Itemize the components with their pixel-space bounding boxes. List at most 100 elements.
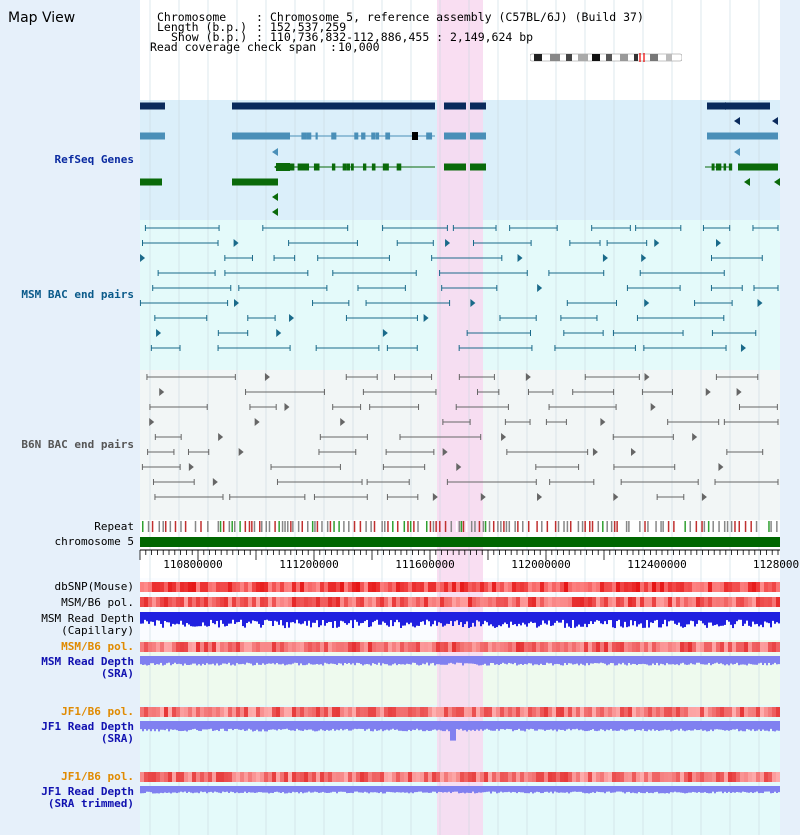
depth-bar (234, 656, 236, 666)
depth-bar (228, 786, 230, 793)
track-label-msm-bac[interactable]: MSM BAC end pairs (21, 288, 134, 301)
heat-cell (352, 772, 356, 782)
depth-bar (528, 612, 530, 624)
depth-bar (546, 656, 548, 663)
track-label-jf1-depth-trimmed[interactable]: JF1 Read Depth (SRA trimmed) (41, 785, 134, 810)
heat-cell (624, 582, 628, 592)
depth-bar (286, 656, 288, 665)
heat-cell (696, 707, 700, 717)
heat-cell (216, 707, 220, 717)
depth-bar (274, 656, 276, 665)
depth-bar (400, 721, 402, 731)
heat-cell (472, 642, 476, 652)
depth-bar (184, 656, 186, 664)
track-label-msm-b6-pol-1[interactable]: MSM/B6 pol. (61, 596, 134, 609)
depth-bar (252, 612, 254, 621)
chromosome-ideogram[interactable] (530, 53, 682, 62)
track-label-msm-depth-capillary[interactable]: MSM Read Depth (Capillary) (41, 612, 134, 637)
heat-cell (448, 642, 452, 652)
heat-cell (752, 582, 756, 592)
repeat-mark (660, 521, 662, 532)
depth-bar (736, 721, 738, 729)
track-label-dbsnp[interactable]: dbSNP(Mouse) (54, 580, 134, 593)
track-label-jf1-depth-sra[interactable]: JF1 Read Depth (SRA) (41, 720, 134, 745)
heat-cell (704, 772, 708, 782)
depth-bar (728, 786, 730, 792)
depth-bar (614, 786, 616, 793)
heat-cell (200, 642, 204, 652)
heat-cell (700, 772, 704, 782)
depth-bar (430, 612, 432, 627)
depth-bar (642, 612, 644, 628)
depth-bar (706, 721, 708, 732)
heat-cell (524, 707, 528, 717)
depth-bar (584, 721, 586, 732)
track-label-msm-depth-sra[interactable]: MSM Read Depth (SRA) (41, 655, 134, 680)
heat-cell (236, 597, 240, 607)
heat-cell (608, 772, 612, 782)
heat-cell (608, 707, 612, 717)
heat-cell (652, 642, 656, 652)
heat-cell (448, 597, 452, 607)
depth-bar (716, 612, 718, 625)
depth-bar (226, 786, 228, 792)
track-label-refseq[interactable]: RefSeq Genes (54, 153, 134, 166)
heat-cell (608, 582, 612, 592)
heat-cell (424, 582, 428, 592)
depth-bar (544, 612, 546, 624)
depth-bar (464, 786, 466, 794)
repeat-mark (695, 521, 698, 532)
depth-bar (584, 656, 586, 666)
heat-cell (656, 707, 660, 717)
depth-bar (234, 786, 236, 794)
heat-cell (388, 772, 392, 782)
heat-cell (616, 597, 620, 607)
heat-cell (420, 597, 424, 607)
depth-bar (366, 786, 368, 793)
heat-cell (380, 642, 384, 652)
depth-bar (368, 721, 370, 729)
depth-bar (612, 612, 614, 628)
heat-cell (540, 642, 544, 652)
heat-cell (720, 642, 724, 652)
track-label-jf1-b6-pol-1[interactable]: JF1/B6 pol. (61, 705, 134, 718)
track-label-repeat[interactable]: Repeat (94, 520, 134, 533)
heat-cell (632, 582, 636, 592)
heat-cell (352, 707, 356, 717)
repeat-mark (154, 521, 156, 532)
track-label-msm-b6-pol-2[interactable]: MSM/B6 pol. (61, 640, 134, 653)
depth-bar (202, 786, 204, 793)
heat-cell (148, 772, 152, 782)
depth-bar (154, 612, 156, 626)
depth-bar (214, 656, 216, 666)
heat-cell (652, 772, 656, 782)
depth-bar (762, 656, 764, 666)
gene-block (444, 132, 466, 140)
track-label-jf1-b6-pol-2[interactable]: JF1/B6 pol. (61, 770, 134, 783)
depth-bar (660, 721, 662, 731)
depth-bar (212, 721, 214, 731)
heat-cell (556, 582, 560, 592)
heat-cell (376, 582, 380, 592)
track-label-b6n-bac[interactable]: B6N BAC end pairs (21, 438, 134, 451)
depth-bar (476, 721, 478, 730)
depth-bar (722, 656, 724, 665)
depth-bar (494, 612, 496, 628)
track-label-chromosome[interactable]: chromosome 5 (54, 535, 134, 548)
depth-bar (608, 656, 610, 665)
heat-cell (776, 597, 780, 607)
depth-bar (166, 656, 168, 664)
heat-cell (196, 597, 200, 607)
depth-bar (356, 612, 358, 622)
heat-cell (396, 642, 400, 652)
repeat-mark (231, 521, 233, 532)
depth-bar (266, 612, 268, 620)
heat-cell (676, 772, 680, 782)
depth-bar (520, 656, 522, 664)
depth-bar (276, 721, 278, 731)
depth-bar (606, 786, 608, 792)
repeat-mark (281, 521, 284, 532)
heat-cell (244, 597, 248, 607)
depth-bar (770, 612, 772, 628)
